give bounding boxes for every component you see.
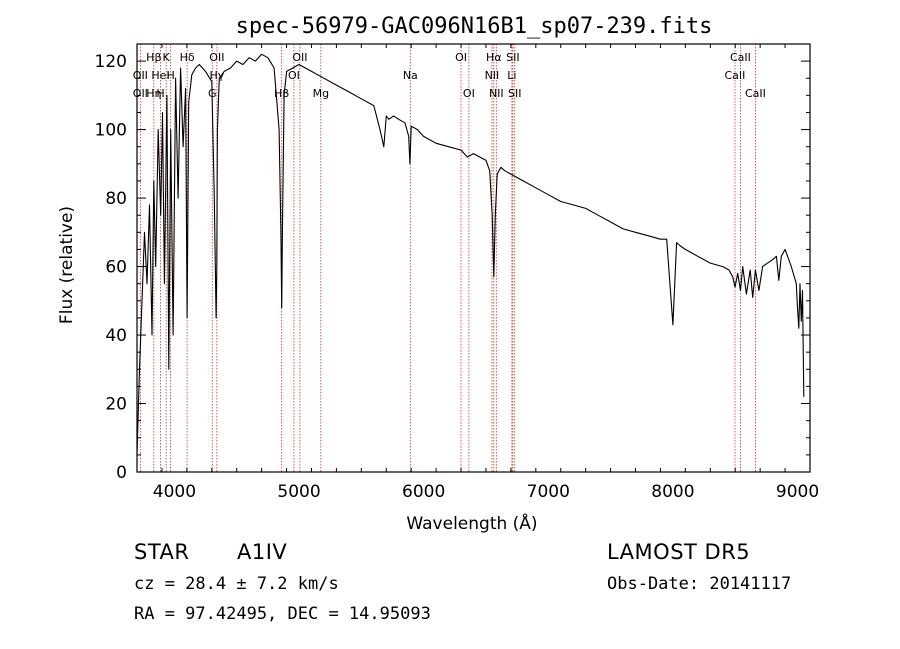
- y-tick-label: 60: [105, 258, 127, 278]
- marker-label: Hβ: [274, 87, 289, 100]
- marker-label: CaII: [730, 51, 751, 64]
- marker-label: Hα: [486, 51, 502, 64]
- subclass: A1IV: [237, 540, 288, 564]
- spectrum-line: [136, 53, 805, 455]
- marker-label: OII: [133, 69, 148, 82]
- x-tick-label: 4000: [153, 482, 196, 502]
- marker-label: Hβ: [146, 51, 161, 64]
- marker-label: CaII: [725, 69, 746, 82]
- marker-label: SII: [508, 87, 521, 100]
- marker-label: K: [163, 51, 171, 64]
- y-tick-label: 20: [105, 395, 127, 415]
- y-tick-label: 40: [105, 326, 127, 346]
- plot-frame: [136, 43, 811, 473]
- marker-label: NII: [485, 69, 500, 82]
- marker-label: OII: [209, 51, 224, 64]
- marker-label: H: [167, 69, 175, 82]
- marker-label: HeI: [151, 69, 169, 82]
- redshift-value: cz = 28.4 ± 7.2 km/s: [134, 574, 339, 594]
- coordinates: RA = 97.42495, DEC = 14.95093: [134, 604, 431, 624]
- emission-line-markers: [139, 44, 756, 472]
- marker-label: OI: [463, 87, 475, 100]
- chart-title: spec-56979-GAC096N16B1_sp07-239.fits: [236, 14, 713, 39]
- marker-label: Hη: [146, 87, 161, 100]
- marker-label: Hγ: [209, 69, 224, 82]
- marker-label: Li: [507, 69, 516, 82]
- marker-label: CaII: [745, 87, 766, 100]
- y-axis: 0 20 40 60 80 100 120: [95, 43, 810, 483]
- x-tick-label: 8000: [651, 482, 694, 502]
- x-tick-label: 5000: [277, 482, 320, 502]
- observation-date: Obs-Date: 20141117: [607, 574, 792, 594]
- marker-label: Mg: [313, 87, 329, 100]
- marker-label: Na: [403, 69, 418, 82]
- y-tick-label: 80: [105, 189, 127, 209]
- y-tick-label: 120: [95, 52, 127, 72]
- marker-label: NII: [489, 87, 504, 100]
- x-axis-label: Wavelength (Å): [406, 512, 537, 534]
- survey-name: LAMOST DR5: [607, 540, 751, 564]
- y-axis-label: Flux (relative): [57, 206, 77, 324]
- marker-label: OI: [455, 51, 467, 64]
- marker-label: Hδ: [180, 51, 195, 64]
- y-tick-label: 0: [116, 463, 127, 483]
- x-tick-label: 7000: [527, 482, 570, 502]
- x-tick-label: 9000: [776, 482, 819, 502]
- y-tick-label: 100: [95, 121, 127, 141]
- marker-label: H: [156, 87, 164, 100]
- object-class: STAR: [134, 540, 190, 564]
- marker-label: SII: [506, 51, 519, 64]
- x-axis: 4000 5000 6000 7000 8000 9000: [136, 44, 819, 502]
- x-tick-label: 6000: [402, 482, 445, 502]
- marker-label: OII: [292, 51, 307, 64]
- marker-label: OI: [288, 69, 300, 82]
